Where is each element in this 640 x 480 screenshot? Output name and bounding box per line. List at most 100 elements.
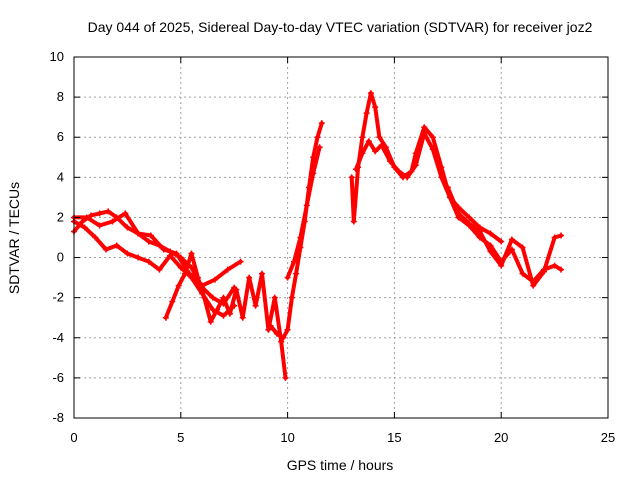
data-point	[113, 242, 120, 249]
data-point	[147, 232, 154, 239]
data-point	[284, 326, 291, 333]
data-point	[239, 314, 246, 321]
data-point	[145, 258, 152, 265]
data-point	[246, 274, 253, 281]
data-point	[429, 146, 436, 153]
data-point	[421, 130, 428, 137]
data-point	[220, 294, 227, 301]
series-line-trace-i	[445, 185, 563, 288]
data-point	[466, 214, 473, 221]
data-point	[135, 254, 142, 261]
data-point	[81, 224, 88, 231]
series-line-trace-b	[72, 219, 237, 318]
x-tick-label: 5	[177, 430, 184, 445]
data-point	[124, 250, 131, 257]
data-point	[498, 262, 505, 269]
y-tick-label: 6	[57, 129, 64, 144]
data-point	[444, 184, 451, 191]
data-point	[508, 236, 515, 243]
data-point	[314, 134, 321, 141]
data-point	[348, 174, 355, 181]
data-point	[487, 248, 494, 255]
data-point	[201, 294, 208, 301]
grid	[74, 57, 608, 418]
data-point	[188, 250, 195, 257]
data-point	[109, 218, 116, 225]
data-point	[194, 274, 201, 281]
data-point	[291, 258, 298, 265]
data-point	[395, 168, 402, 175]
y-tick-label: 8	[57, 89, 64, 104]
data-point	[519, 270, 526, 277]
y-tick-label: -6	[52, 370, 64, 385]
data-point	[224, 266, 231, 273]
series-line-trace-g	[349, 91, 504, 244]
data-point	[156, 266, 163, 273]
data-point	[359, 150, 366, 157]
data-point	[182, 270, 189, 277]
data-point	[350, 218, 357, 225]
y-tick-label: -2	[52, 290, 64, 305]
data-point	[429, 134, 436, 141]
y-tick-label: 2	[57, 209, 64, 224]
data-point	[135, 230, 142, 237]
x-tick-label: 25	[601, 430, 615, 445]
x-tick-label: 10	[280, 430, 294, 445]
data-point	[173, 250, 180, 257]
data-point	[540, 268, 547, 275]
data-point	[207, 318, 214, 325]
data-point	[278, 338, 285, 345]
data-point	[476, 228, 483, 235]
series-line-trace-f	[285, 145, 322, 280]
data-point	[214, 306, 221, 313]
data-point	[79, 218, 86, 225]
data-point	[258, 270, 265, 277]
y-tick-label: -8	[52, 410, 64, 425]
data-point	[175, 282, 182, 289]
data-point	[211, 276, 218, 283]
data-point	[220, 312, 227, 319]
x-tick-label: 0	[70, 430, 77, 445]
data-point	[105, 208, 112, 215]
data-point	[363, 110, 370, 117]
data-point	[273, 330, 280, 337]
data-point	[438, 174, 445, 181]
data-point	[169, 298, 176, 305]
plot-frame	[73, 56, 609, 419]
data-point	[280, 334, 287, 341]
data-point	[92, 234, 99, 241]
data-point	[372, 104, 379, 111]
data-point	[367, 90, 374, 97]
data-point	[271, 294, 278, 301]
data-point	[282, 374, 289, 381]
data-point	[293, 270, 300, 277]
data-point	[558, 232, 565, 239]
data-point	[455, 210, 462, 217]
data-point	[297, 234, 304, 241]
series-line-trace-d	[163, 251, 288, 380]
data-point	[267, 322, 274, 329]
y-tick-label: 0	[57, 250, 64, 265]
data-point	[237, 258, 244, 265]
data-point	[387, 158, 394, 165]
x-tick-label: 20	[494, 430, 508, 445]
data-point	[83, 214, 90, 221]
data-point	[124, 224, 131, 231]
data-point	[376, 134, 383, 141]
data-point	[378, 142, 385, 149]
y-tick-label: 4	[57, 169, 64, 184]
data-point	[487, 230, 494, 237]
data-point	[252, 302, 259, 309]
data-point	[365, 138, 372, 145]
data-point	[318, 120, 325, 127]
data-point	[352, 166, 359, 173]
chart-title: Day 044 of 2025, Sidereal Day-to-day VTE…	[88, 19, 593, 35]
data-point	[122, 210, 129, 217]
axis-ticks: 0 5 10 15 20 25 -8 -6 -4 -2 0 2 4 6 8 10	[50, 49, 616, 445]
data-point	[530, 282, 537, 289]
x-tick-label: 15	[387, 430, 401, 445]
data-point	[288, 294, 295, 301]
data-point	[265, 326, 272, 333]
data-point	[412, 162, 419, 169]
series-line-trace-e	[268, 121, 324, 340]
